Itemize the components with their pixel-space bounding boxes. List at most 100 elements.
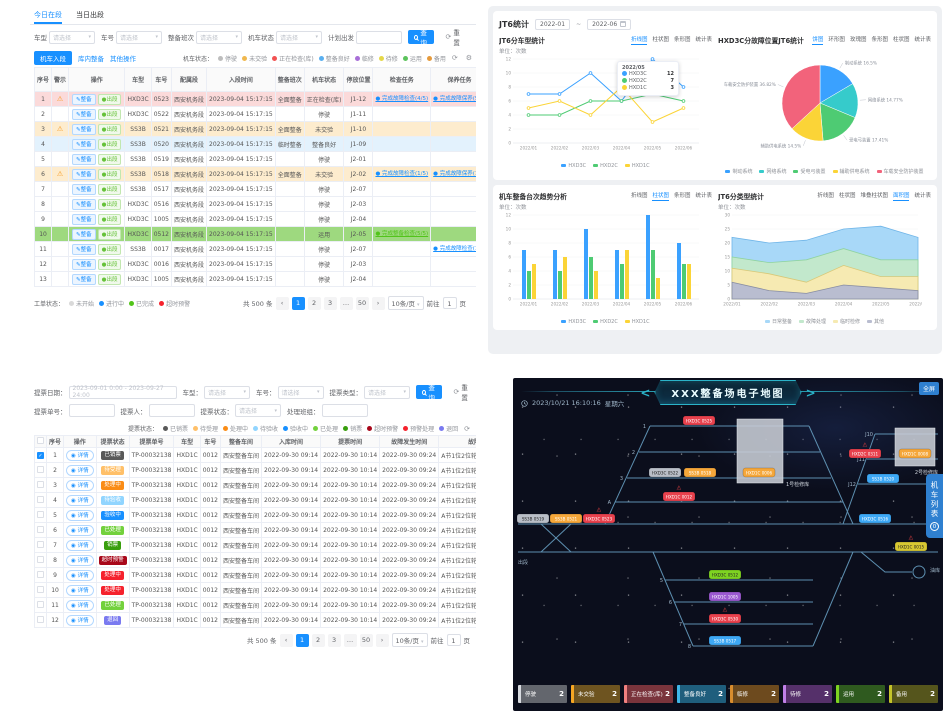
task-link[interactable]: ● 完成故障保养(1/5) bbox=[433, 170, 476, 177]
refresh-icon[interactable]: ⟳ bbox=[464, 424, 470, 433]
map-legend-item[interactable]: 未交验 2 bbox=[571, 685, 620, 703]
filter-input[interactable] bbox=[148, 404, 195, 417]
table-row[interactable]: 13 ✎整备 ●出段 HXD3C 1005 西安机务段 2023-09-04 15:17:1… bbox=[33, 271, 476, 287]
chart-type-tab[interactable]: 折线图 bbox=[817, 193, 834, 199]
table-row[interactable]: 3 ◉ 详情 处理中 TP-00032138 HXD1C 0012 西安整备车间 2022-0… bbox=[34, 477, 476, 493]
page-button[interactable]: 3 bbox=[327, 633, 341, 647]
chart-type-tab[interactable]: 条形图 bbox=[673, 193, 691, 199]
chart-type-tab[interactable]: 柱状图 bbox=[652, 37, 669, 43]
table-row[interactable]: 12 ◉ 详情 退回 TP-00032138 HXD1C 0012 西安整备车间 2022-0… bbox=[34, 612, 476, 628]
task-link[interactable]: ● 完成整备检查(5/5) bbox=[375, 230, 429, 237]
filter-input[interactable] bbox=[356, 30, 402, 44]
goto-page-input[interactable]: 1 bbox=[442, 297, 457, 309]
page-button[interactable]: 50 bbox=[355, 296, 369, 310]
row-checkbox[interactable] bbox=[37, 540, 44, 548]
table-row[interactable]: 9 ✎整备 ●出段 HXD3C 1005 西安机务段 2023-09-04 15:17:15… bbox=[33, 211, 476, 227]
legend-item[interactable]: HXD1C bbox=[624, 163, 650, 169]
page-size-select[interactable]: 10条/页 ▾ bbox=[387, 296, 424, 310]
table-row[interactable]: 9 ◉ 详情 处理中 TP-00032138 HXD1C 0012 西安整备车间 2022-0… bbox=[34, 567, 476, 583]
legend-item[interactable]: 制动系统 bbox=[725, 168, 752, 175]
date-to-input[interactable]: 2022-06 bbox=[587, 18, 632, 30]
table-row[interactable]: 4 ✎整备 ●出段 SS3B 0520 西安机务段 2023-09-04 15:17:15 临… bbox=[33, 136, 476, 152]
table-row[interactable]: 4 ◉ 详情 待验收 TP-00032138 HXD1C 0012 西安整备车间 2022-0… bbox=[34, 492, 476, 508]
select-all-checkbox[interactable] bbox=[34, 435, 47, 448]
train-badge[interactable]: SS3B 0521 bbox=[549, 513, 583, 524]
search-button[interactable]: 查询 bbox=[408, 30, 434, 47]
train-badge[interactable]: HXD1C 0012 ⚠ bbox=[662, 486, 696, 502]
legend-item[interactable]: 其他 bbox=[867, 318, 884, 325]
depart-button[interactable]: ●出段 bbox=[97, 243, 122, 255]
depart-button[interactable]: ●出段 bbox=[97, 93, 122, 105]
filter-select[interactable]: 请选择 ▾ bbox=[235, 404, 281, 417]
page-button[interactable]: 2 bbox=[307, 296, 321, 310]
legend-item[interactable]: 车载安全防护装置 bbox=[876, 168, 924, 175]
train-badge[interactable]: SS3B 0517 bbox=[708, 635, 742, 646]
depart-button[interactable]: ●出段 bbox=[97, 183, 122, 195]
row-checkbox[interactable] bbox=[37, 495, 44, 503]
detail-button[interactable]: ◉ 详情 bbox=[66, 614, 94, 626]
depart-button[interactable]: ●出段 bbox=[97, 123, 122, 135]
service-button[interactable]: ✎整备 bbox=[72, 228, 96, 240]
train-badge[interactable]: HXD1C 0008 bbox=[898, 448, 932, 459]
task-link[interactable]: ● 完成故障检查(4/5) bbox=[375, 95, 429, 102]
detail-button[interactable]: ◉ 详情 bbox=[66, 524, 94, 536]
depart-button[interactable]: ●出段 bbox=[97, 153, 122, 165]
train-badge[interactable]: HXD3C 0525 ⚠ bbox=[682, 410, 716, 426]
map-legend-item[interactable]: 备用 2 bbox=[889, 685, 938, 703]
depart-button[interactable]: ●出段 bbox=[97, 273, 122, 285]
detail-button[interactable]: ◉ 详情 bbox=[66, 449, 94, 461]
table-row[interactable]: 11 ◉ 详情 已处理 TP-00032138 HXD1C 0012 西安整备车间 2022-… bbox=[34, 597, 476, 613]
row-checkbox[interactable] bbox=[37, 600, 44, 608]
prev-page-button[interactable]: ‹ bbox=[279, 633, 293, 647]
legend-item[interactable]: 日常整备 bbox=[764, 318, 792, 325]
train-badge[interactable]: HXD1C 0006 bbox=[742, 467, 776, 478]
checkbox[interactable] bbox=[37, 437, 44, 444]
map-legend-item[interactable]: 正在检查(库) 2 bbox=[624, 685, 673, 703]
board-tab-1[interactable]: 今日在段 bbox=[34, 6, 62, 24]
table-row[interactable]: 3 ⚠ ✎整备 ●出段 SS3B 0521 西安机务段 2023-09-04 15:17:15… bbox=[33, 121, 476, 137]
legend-item[interactable]: HXD2C bbox=[593, 319, 618, 325]
chart-type-tab[interactable]: 柱状图 bbox=[652, 193, 669, 201]
depart-button[interactable]: ●出段 bbox=[97, 198, 122, 210]
loco-list-side-tab[interactable]: 机车列表 0 bbox=[926, 474, 943, 538]
detail-button[interactable]: ◉ 详情 bbox=[66, 599, 94, 611]
filter-input[interactable] bbox=[68, 404, 115, 417]
row-checkbox[interactable] bbox=[37, 615, 44, 623]
service-button[interactable]: ✎整备 bbox=[72, 243, 96, 255]
legend-item[interactable]: 故障处理 bbox=[798, 318, 826, 325]
map-legend-item[interactable]: 整备良好 2 bbox=[677, 685, 726, 703]
filter-select[interactable]: 请选择 ▾ bbox=[116, 30, 162, 44]
task-link[interactable]: ● 完成故障保养(5/5) bbox=[433, 95, 476, 102]
table-row[interactable]: 8 ✎整备 ●出段 HXD3C 0516 西安机务段 2023-09-04 15:17:15… bbox=[33, 196, 476, 212]
service-button[interactable]: ✎整备 bbox=[72, 258, 96, 270]
board-tab-2[interactable]: 当日出段 bbox=[76, 11, 104, 19]
depart-button[interactable]: ●出段 bbox=[97, 258, 122, 270]
chart-type-tab[interactable]: 玫瑰图 bbox=[849, 37, 867, 43]
map-legend-item[interactable]: 待修 2 bbox=[783, 685, 832, 703]
service-button[interactable]: ✎整备 bbox=[72, 138, 96, 150]
legend-item[interactable]: 受电弓装置 bbox=[793, 168, 826, 175]
table-row[interactable]: 5 ✎整备 ●出段 SS3B 0519 西安机务段 2023-09-04 15:17:15 停… bbox=[33, 151, 476, 167]
chart-type-tab[interactable]: 统计表 bbox=[695, 193, 712, 199]
table-row[interactable]: 2 ◉ 详情 待受理 TP-00032138 HXD1C 0012 西安整备车间 2022-0… bbox=[34, 462, 476, 478]
train-badge[interactable]: HXD3C 0523 ⚠ bbox=[582, 508, 616, 524]
table-row[interactable]: 6 ◉ 详情 已处理 TP-00032138 HXD1C 0012 西安整备车间 2022-0… bbox=[34, 522, 476, 538]
loco-entry-button[interactable]: 机车入段 bbox=[34, 51, 72, 65]
reset-button[interactable]: ⟳ 重置 bbox=[439, 30, 466, 47]
row-checkbox[interactable] bbox=[37, 525, 44, 533]
depart-button[interactable]: ●出段 bbox=[97, 213, 122, 225]
page-button[interactable]: 1 bbox=[295, 633, 309, 647]
depart-button[interactable]: ●出段 bbox=[97, 138, 122, 150]
row-checkbox[interactable] bbox=[37, 585, 44, 593]
filter-select[interactable]: 请选择 ▾ bbox=[277, 385, 324, 399]
train-badge[interactable]: HXD3C 0522 bbox=[648, 467, 682, 478]
row-checkbox[interactable] bbox=[37, 555, 44, 563]
service-button[interactable]: ✎整备 bbox=[72, 273, 96, 285]
filter-input[interactable] bbox=[321, 404, 368, 417]
next-page-button[interactable]: › bbox=[375, 633, 389, 647]
other-ops-link[interactable]: 其他操作 bbox=[110, 55, 136, 63]
chart-type-tab[interactable]: 折线图 bbox=[630, 37, 648, 45]
service-button[interactable]: ✎整备 bbox=[72, 213, 96, 225]
filter-select[interactable]: 请选择 ▾ bbox=[196, 30, 242, 44]
chart-type-tab[interactable]: 折线图 bbox=[630, 193, 648, 199]
